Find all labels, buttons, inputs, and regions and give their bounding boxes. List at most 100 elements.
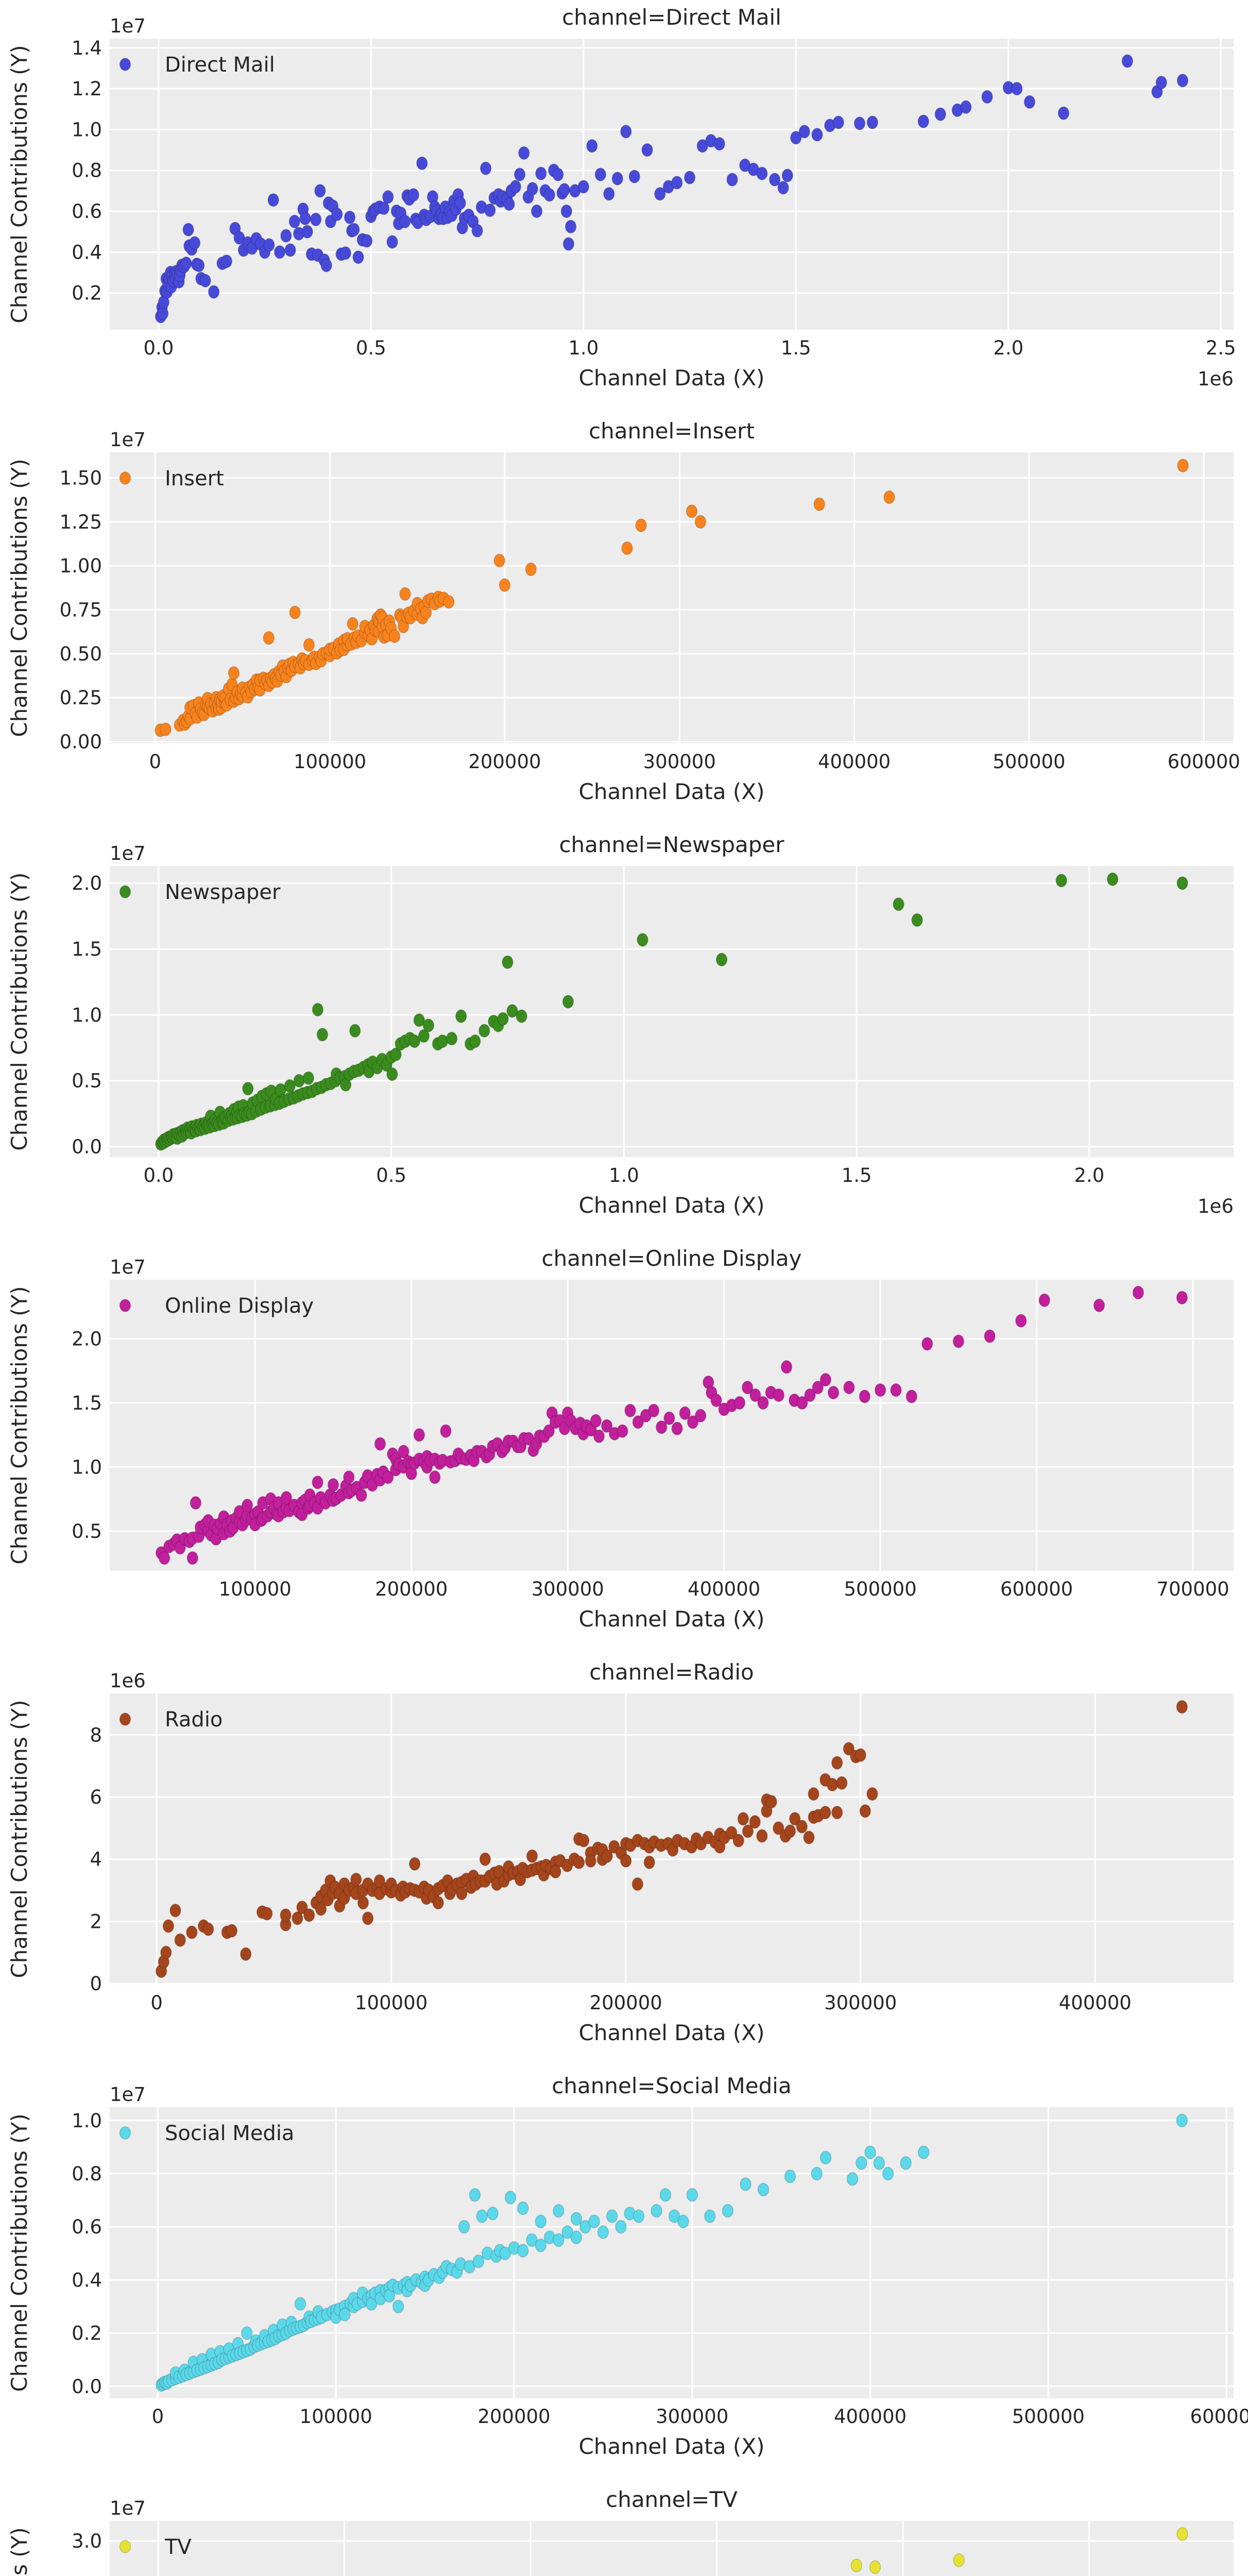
- data-point: [476, 2209, 488, 2223]
- scatter-plot-online-display: 100000 200000 300000 400000 500000 600000 7000…: [7, 1246, 1234, 1632]
- data-point: [280, 229, 292, 243]
- data-point: [620, 125, 632, 139]
- data-point: [503, 197, 515, 211]
- subplot-tv: 0.00.20.40.60.81.00.00.51.01.52.02.53.0c…: [0, 2482, 1248, 2576]
- data-point: [292, 1911, 303, 1925]
- x-tick-label: 600000: [1190, 2405, 1248, 2428]
- x-tick-label: 0.5: [376, 1164, 406, 1187]
- y-tick-label: 2.5: [72, 2574, 102, 2576]
- data-point: [469, 1034, 481, 1048]
- plot-title: channel=TV: [606, 2487, 738, 2512]
- data-point: [558, 183, 570, 197]
- data-point: [654, 187, 666, 201]
- x-tick-label: 500000: [1012, 2405, 1085, 2428]
- data-point: [831, 1805, 843, 1820]
- data-point: [713, 137, 726, 151]
- data-point: [303, 638, 315, 652]
- data-point: [560, 204, 573, 218]
- data-point: [303, 1908, 315, 1922]
- y-tick-label: 0.4: [72, 241, 102, 263]
- data-point: [984, 1329, 996, 1343]
- data-point: [416, 156, 428, 171]
- legend-label: TV: [164, 2535, 192, 2559]
- data-point: [1121, 54, 1134, 68]
- data-point: [749, 1815, 761, 1829]
- data-point: [502, 955, 514, 969]
- legend-marker: [119, 58, 131, 71]
- data-points-group: [155, 1700, 1188, 1978]
- data-point: [174, 1933, 186, 1947]
- data-point: [588, 2214, 600, 2229]
- data-point: [347, 617, 358, 631]
- x-tick-label: 400000: [688, 1578, 760, 1600]
- data-point: [299, 211, 311, 226]
- legend-marker: [119, 2540, 131, 2553]
- data-point: [418, 1029, 430, 1043]
- data-point: [446, 1031, 458, 1046]
- data-point: [382, 190, 394, 204]
- data-point: [1176, 2527, 1188, 2541]
- y-axis-offset-label: 1e7: [110, 15, 146, 37]
- data-point: [526, 2233, 538, 2247]
- data-point: [160, 1945, 172, 1960]
- y-axis-offset-label: 1e7: [110, 2083, 146, 2106]
- data-point: [819, 1372, 832, 1387]
- x-tick-label: 300000: [643, 751, 716, 773]
- x-tick-label: 0.0: [143, 337, 174, 359]
- data-point: [361, 234, 373, 248]
- plot-title: channel=Online Display: [541, 1246, 801, 1271]
- data-points-group: [155, 54, 1189, 324]
- y-tick-label: 0.6: [72, 200, 102, 223]
- data-point: [531, 204, 543, 218]
- data-point: [240, 1947, 252, 1961]
- x-tick-label: 0.0: [143, 1164, 174, 1187]
- data-point: [408, 1857, 421, 1871]
- data-point: [741, 1380, 754, 1395]
- data-point: [422, 1019, 435, 1032]
- data-point: [398, 1445, 409, 1459]
- data-point: [656, 1420, 668, 1434]
- y-axis-offset-label: 1e7: [110, 1256, 146, 1278]
- data-point: [1023, 95, 1036, 109]
- data-point: [812, 1380, 824, 1395]
- data-point: [316, 1027, 329, 1042]
- data-point: [443, 595, 455, 609]
- data-point: [606, 2209, 618, 2223]
- data-points-group: [156, 2113, 1188, 2392]
- data-point: [663, 1411, 675, 1426]
- data-point: [790, 131, 802, 145]
- data-point: [726, 173, 738, 187]
- y-tick-label: 1.0: [72, 1456, 102, 1478]
- data-point: [960, 100, 972, 114]
- data-point: [952, 1334, 965, 1348]
- data-point: [890, 1383, 902, 1397]
- subplot-newspaper: 0.0 0.5 1.0 1.5 2.0 0.0 0.5 1.0 1.5 2.0 channel=Ne…: [0, 827, 1248, 1241]
- data-point: [193, 258, 205, 273]
- data-point: [392, 2299, 404, 2314]
- data-point: [499, 2246, 511, 2261]
- data-point: [432, 1895, 444, 1910]
- data-point: [241, 1498, 253, 1513]
- y-tick-label: 0.2: [72, 282, 102, 304]
- data-point: [480, 161, 492, 176]
- scatter-plot-radio: 0 100000 200000 300000 400000 0 2 4 6 8 channel=Ra…: [7, 1659, 1234, 2045]
- legend-label: Radio: [165, 1708, 223, 1732]
- data-point: [526, 1849, 538, 1863]
- data-point: [628, 170, 641, 183]
- data-point: [679, 1406, 691, 1420]
- data-point: [1177, 459, 1189, 472]
- data-point: [413, 1428, 425, 1442]
- data-point: [773, 1821, 784, 1835]
- data-point: [671, 1421, 683, 1435]
- data-point: [882, 2166, 894, 2181]
- data-point: [228, 666, 240, 680]
- data-point: [864, 2145, 876, 2159]
- data-point: [408, 1034, 421, 1048]
- data-point: [357, 1895, 369, 1910]
- data-point: [186, 1925, 198, 1939]
- data-point: [241, 2326, 253, 2340]
- data-point: [631, 1877, 644, 1891]
- data-point: [350, 1872, 362, 1887]
- data-point: [796, 1820, 808, 1834]
- y-tick-label: 0.4: [72, 2269, 102, 2291]
